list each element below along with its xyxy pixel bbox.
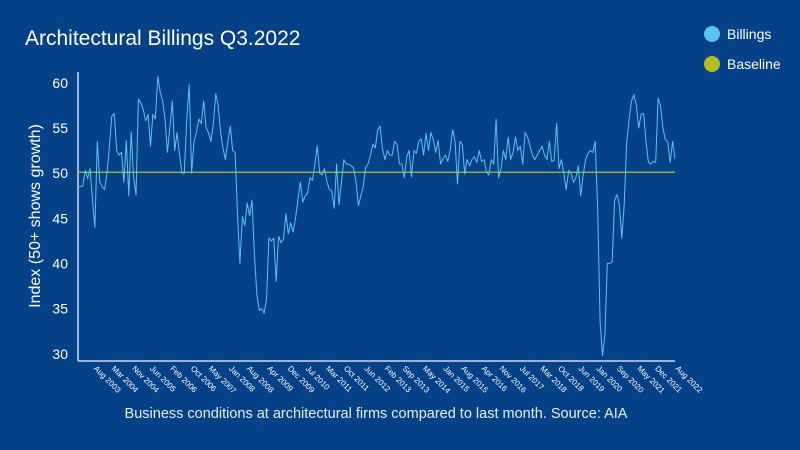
plot-area [78,76,676,357]
legend-item-billings[interactable]: Billings [704,24,781,44]
legend-swatch-baseline [704,56,720,72]
legend-label-baseline: Baseline [727,56,781,72]
y-tick-label: 35 [52,301,68,317]
y-axis: 30 35 40 45 50 55 60 [52,72,79,362]
legend-item-baseline[interactable]: Baseline [704,54,781,74]
legend-swatch-billings [704,26,720,42]
legend-label-billings: Billings [727,26,772,42]
chart-title: Architectural Billings Q3.2022 [25,27,301,50]
y-tick-label: 50 [52,165,68,181]
chart-caption: Business conditions at architectural fir… [124,406,628,422]
legend: Billings Baseline [704,24,781,84]
y-tick-label: 55 [52,120,68,136]
y-tick-label: 60 [52,75,68,91]
billings-series-line [78,76,676,357]
y-tick-label: 40 [52,255,68,271]
y-tick-label: 45 [52,210,68,226]
y-tick-label: 30 [52,346,68,362]
y-axis-label: Index (50+ shows growth) [27,124,44,308]
